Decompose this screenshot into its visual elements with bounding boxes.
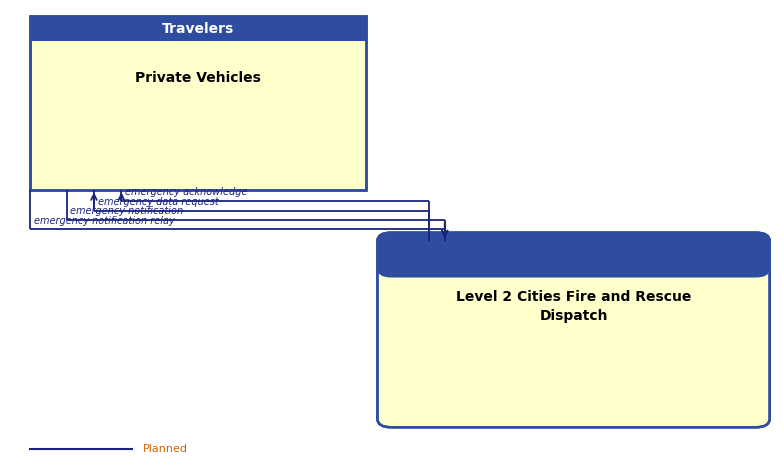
Bar — [30, 16, 366, 41]
Text: Planned: Planned — [143, 444, 188, 454]
Text: emergency data request: emergency data request — [98, 197, 218, 207]
FancyBboxPatch shape — [377, 233, 770, 427]
Bar — [393, 254, 754, 269]
Text: Private Vehicles: Private Vehicles — [135, 71, 261, 85]
Text: emergency notification: emergency notification — [70, 206, 183, 216]
Text: Level 2 Cities Fire and Rescue
Dispatch: Level 2 Cities Fire and Rescue Dispatch — [456, 290, 691, 323]
FancyBboxPatch shape — [377, 233, 770, 278]
Bar — [30, 16, 366, 190]
Bar — [30, 16, 366, 190]
Text: emergency notification relay: emergency notification relay — [34, 216, 175, 226]
Text: Travelers: Travelers — [162, 22, 234, 36]
Text: emergency acknowledge: emergency acknowledge — [125, 188, 247, 197]
